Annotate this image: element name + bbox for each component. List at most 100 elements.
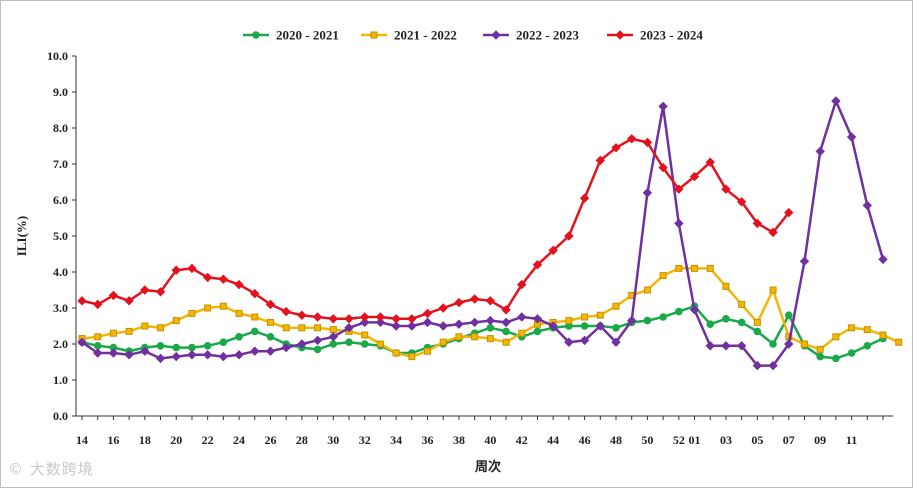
data-point	[784, 207, 794, 218]
data-point	[329, 326, 337, 334]
data-point	[878, 254, 888, 265]
data-point	[204, 304, 212, 312]
data-point	[548, 321, 558, 331]
data-point	[753, 327, 762, 336]
watermark-text: © 大数跨境	[8, 460, 94, 478]
data-point	[831, 96, 841, 106]
data-point	[863, 342, 872, 350]
data-point	[328, 332, 339, 342]
data-point	[235, 309, 243, 317]
x-tick-label: 46	[579, 433, 591, 447]
data-point	[140, 346, 150, 356]
data-point	[469, 317, 480, 328]
y-tick-label: 10.0	[47, 49, 68, 63]
data-point	[266, 318, 274, 326]
data-point	[564, 231, 574, 241]
data-point	[485, 296, 496, 306]
data-point	[250, 346, 260, 356]
legend-label: 2022 - 2023	[516, 28, 579, 43]
data-point	[689, 171, 700, 182]
y-tick-label: 1.0	[53, 373, 68, 387]
data-point	[471, 333, 479, 341]
data-point	[642, 188, 653, 198]
data-point	[705, 341, 715, 351]
data-point	[768, 360, 778, 371]
data-point	[297, 310, 307, 320]
data-point	[706, 264, 714, 272]
data-point	[518, 329, 526, 337]
data-point	[391, 314, 401, 324]
data-point	[92, 299, 103, 310]
data-point	[832, 333, 840, 341]
data-point	[155, 353, 166, 364]
plot-area	[77, 96, 903, 371]
data-point	[454, 297, 464, 308]
data-point	[329, 340, 338, 348]
x-tick-label: 16	[107, 433, 119, 447]
data-point	[93, 342, 102, 350]
x-tick-label: 38	[453, 433, 465, 447]
data-point	[171, 351, 181, 362]
data-point	[422, 317, 433, 328]
legend-marker	[370, 31, 378, 39]
data-point	[108, 290, 119, 301]
y-tick-label: 0.0	[53, 409, 68, 423]
x-tick-label: 22	[202, 433, 214, 447]
data-point	[832, 354, 840, 363]
legend-item: 2021 - 2022	[361, 28, 457, 43]
data-point	[611, 143, 621, 153]
x-tick-label: 11	[846, 433, 857, 447]
data-point	[422, 308, 433, 319]
data-point	[455, 333, 463, 341]
legend-marker	[615, 30, 625, 40]
data-point	[94, 333, 102, 341]
data-point	[612, 302, 620, 310]
data-point	[92, 348, 103, 358]
x-tick-label: 18	[139, 433, 151, 447]
data-point	[108, 348, 119, 358]
data-point	[816, 345, 824, 353]
data-point	[532, 314, 543, 324]
data-point	[626, 315, 637, 326]
x-tick-label: 34	[390, 433, 402, 447]
data-point	[564, 337, 574, 347]
data-point	[438, 303, 448, 313]
data-point	[643, 286, 651, 294]
x-tick-label: 52	[673, 433, 685, 447]
data-point	[895, 338, 903, 346]
data-point	[486, 324, 495, 332]
data-point	[752, 218, 763, 229]
data-point	[691, 264, 699, 272]
data-point	[659, 272, 667, 280]
legend-item: 2020 - 2021	[243, 28, 339, 43]
data-point	[469, 294, 480, 304]
data-point	[626, 134, 637, 144]
data-point	[580, 322, 589, 330]
data-point	[863, 326, 871, 334]
x-tick-label: 20	[170, 433, 182, 447]
data-point	[816, 352, 824, 361]
data-point	[408, 353, 416, 361]
data-point	[234, 350, 244, 360]
y-tick-label: 9.0	[53, 85, 68, 99]
data-point	[375, 317, 386, 328]
data-point	[172, 317, 180, 325]
series-line	[81, 137, 790, 321]
legend-marker	[491, 30, 501, 40]
x-tick-label: 01	[689, 433, 701, 447]
y-tick-label: 5.0	[53, 229, 68, 243]
data-point	[202, 350, 213, 360]
data-point	[359, 312, 370, 322]
axes: 0.0 1.0 2.0 3.0 4.0 5.0 6.0 7.0 8.0 9.0 10.0 14 16 18…	[47, 49, 893, 447]
data-point	[596, 311, 604, 319]
data-point	[846, 132, 857, 142]
series-line	[81, 304, 884, 360]
data-point	[675, 264, 683, 272]
data-point	[579, 193, 590, 203]
data-point	[155, 287, 166, 297]
x-tick-label: 07	[783, 433, 795, 447]
data-point	[187, 350, 197, 360]
data-point	[595, 155, 606, 166]
data-point	[251, 313, 259, 321]
data-point	[124, 350, 134, 360]
